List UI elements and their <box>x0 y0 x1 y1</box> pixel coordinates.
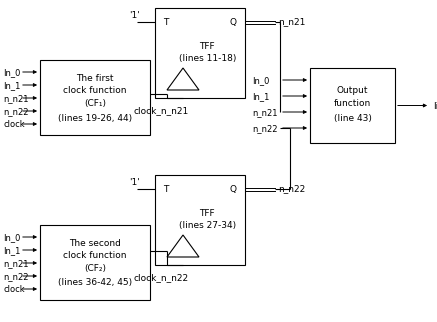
Text: clock_n_n21: clock_n_n21 <box>134 106 189 115</box>
Text: (lines 11-18): (lines 11-18) <box>178 53 236 62</box>
Text: n_n21: n_n21 <box>3 259 28 268</box>
Text: (CF₁): (CF₁) <box>84 99 106 108</box>
Text: In_0: In_0 <box>3 233 21 242</box>
Text: n_n22: n_n22 <box>3 272 28 281</box>
Text: clock function: clock function <box>63 251 127 260</box>
Bar <box>155 8 245 98</box>
Text: clock function: clock function <box>63 86 127 94</box>
Bar <box>155 175 245 265</box>
Text: clock: clock <box>3 120 24 129</box>
Bar <box>40 225 150 300</box>
Text: (lines 19-26, 44): (lines 19-26, 44) <box>58 113 132 122</box>
Text: In_1: In_1 <box>3 246 21 255</box>
Text: T: T <box>163 17 168 26</box>
Bar <box>310 68 395 143</box>
Text: n_n22: n_n22 <box>278 184 305 193</box>
Text: (lines 36-42, 45): (lines 36-42, 45) <box>58 279 132 288</box>
Text: TFF: TFF <box>199 42 215 51</box>
Text: In_1: In_1 <box>252 92 269 101</box>
Text: The second: The second <box>69 239 121 248</box>
Text: n_n21: n_n21 <box>3 94 28 103</box>
Text: In_0: In_0 <box>3 68 21 77</box>
Text: '1': '1' <box>130 11 140 20</box>
Text: clock: clock <box>3 285 24 294</box>
Text: n_n22: n_n22 <box>3 107 28 116</box>
Text: lion_out: lion_out <box>433 101 437 110</box>
Text: Q: Q <box>230 185 237 194</box>
Text: n_n22: n_n22 <box>252 124 277 133</box>
Text: The first: The first <box>76 73 114 82</box>
Text: n_n21: n_n21 <box>252 108 277 117</box>
Text: n_n21: n_n21 <box>278 17 305 26</box>
Text: clock_n_n22: clock_n_n22 <box>134 273 189 282</box>
Text: '1': '1' <box>130 178 140 187</box>
Text: Q: Q <box>230 17 237 26</box>
Text: (CF₂): (CF₂) <box>84 263 106 272</box>
Text: TFF: TFF <box>199 209 215 217</box>
Text: In_0: In_0 <box>252 76 269 85</box>
Text: (lines 27-34): (lines 27-34) <box>179 221 236 230</box>
Text: In_1: In_1 <box>3 81 21 90</box>
Text: (line 43): (line 43) <box>333 113 371 122</box>
Text: T: T <box>163 185 168 194</box>
Bar <box>40 60 150 135</box>
Text: Output: Output <box>337 86 368 94</box>
Text: function: function <box>334 99 371 108</box>
